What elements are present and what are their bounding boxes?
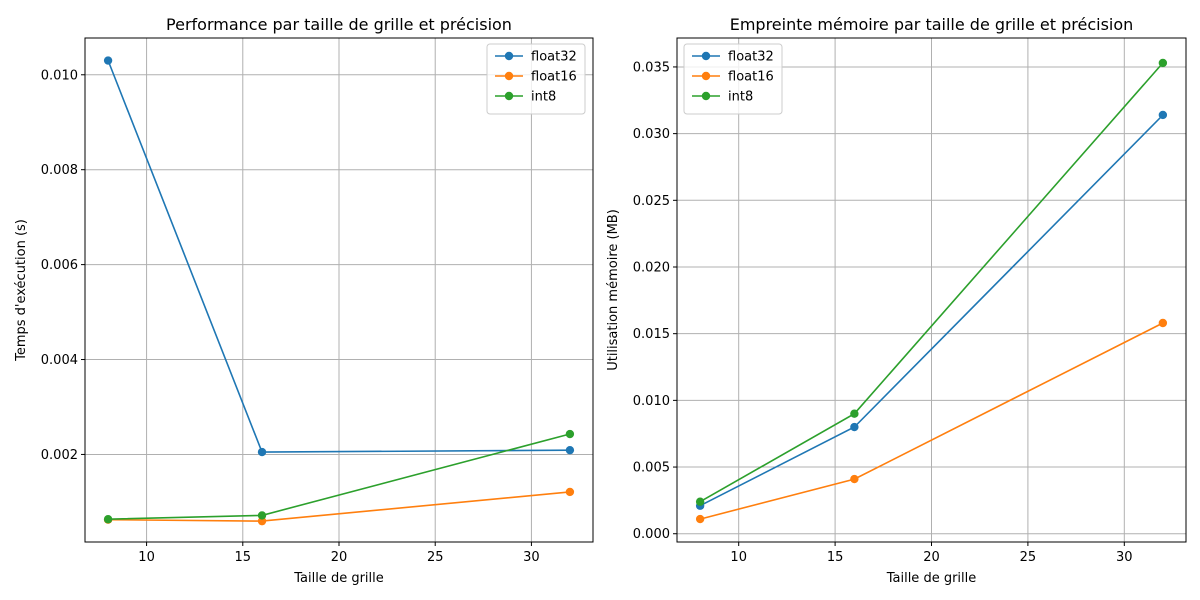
data-point-int8 xyxy=(565,429,575,439)
y-tick-label: 0.002 xyxy=(41,448,78,463)
data-point-float16 xyxy=(1158,318,1168,328)
legend-label-float32: float32 xyxy=(728,50,774,65)
data-point-int8 xyxy=(257,511,267,520)
y-tick-label: 0.025 xyxy=(633,194,670,209)
x-axis-label: Taille de grille xyxy=(293,571,384,586)
y-tick-label: 0.004 xyxy=(41,353,78,368)
legend: float32 float16 int8 xyxy=(486,43,586,115)
data-point-int8 xyxy=(695,497,705,506)
data-point-float32 xyxy=(257,447,267,457)
legend-label-int8: int8 xyxy=(531,90,556,105)
legend-label-int8: int8 xyxy=(728,90,753,105)
chart-title: Empreinte mémoire par taille de grille e… xyxy=(730,15,1134,34)
data-point-float32 xyxy=(565,445,575,455)
data-point-float32 xyxy=(850,422,859,432)
legend-marker-float16 xyxy=(701,71,711,81)
x-axis-label: Taille de grille xyxy=(886,571,977,586)
x-tick-label: 10 xyxy=(138,550,155,565)
legend-label-float16: float16 xyxy=(728,70,774,85)
mem-chart: 10 15 20 25 30 0.000 0.005 0.010 0.015 0.020 0.025… xyxy=(606,15,1187,586)
y-tick-label: 0.010 xyxy=(633,394,670,409)
data-point-float16 xyxy=(850,474,859,484)
y-tick-label: 0.008 xyxy=(41,163,78,178)
data-point-float16 xyxy=(695,514,705,524)
y-tick-label: 0.015 xyxy=(633,327,670,342)
y-axis-label: Utilisation mémoire (MB) xyxy=(606,209,621,371)
legend-label-float32: float32 xyxy=(531,50,577,65)
x-tick-label: 25 xyxy=(1020,550,1037,565)
y-tick-label: 0.000 xyxy=(633,527,670,542)
legend-marker-float32 xyxy=(701,51,711,61)
legend-marker-float16 xyxy=(504,71,514,81)
y-tick-label: 0.020 xyxy=(633,260,670,275)
y-axis-label: Temps d'exécution (s) xyxy=(14,219,29,362)
data-point-int8 xyxy=(103,515,113,524)
x-tick-label: 15 xyxy=(235,550,252,565)
x-tick-label: 20 xyxy=(331,550,348,565)
plot-area xyxy=(676,37,1187,543)
legend-marker-int8 xyxy=(504,91,514,101)
y-tick-label: 0.005 xyxy=(633,461,670,476)
x-tick-label: 10 xyxy=(730,550,747,565)
chart-title: Performance par taille de grille et préc… xyxy=(166,15,512,34)
plot-area xyxy=(84,37,594,543)
data-point-int8 xyxy=(1158,58,1168,68)
data-point-float16 xyxy=(565,487,575,497)
x-tick-label: 25 xyxy=(427,550,444,565)
legend-label-float16: float16 xyxy=(531,70,577,85)
y-tick-label: 0.030 xyxy=(633,127,670,142)
y-tick-label: 0.010 xyxy=(41,68,78,83)
data-point-int8 xyxy=(850,409,859,418)
x-tick-label: 30 xyxy=(1116,550,1133,565)
x-tick-label: 30 xyxy=(523,550,540,565)
legend: float32 float16 int8 xyxy=(683,43,783,115)
legend-marker-float32 xyxy=(504,51,514,61)
x-tick-label: 20 xyxy=(923,550,940,565)
data-point-float32 xyxy=(1158,110,1168,120)
legend-marker-int8 xyxy=(701,91,711,101)
y-tick-label: 0.035 xyxy=(633,60,670,75)
x-tick-label: 15 xyxy=(827,550,844,565)
perf-chart: 10 15 20 25 30 0.002 0.004 0.006 0.008 0.010 Perfo… xyxy=(14,15,594,586)
y-tick-label: 0.006 xyxy=(41,258,78,273)
data-point-float32 xyxy=(103,56,113,65)
